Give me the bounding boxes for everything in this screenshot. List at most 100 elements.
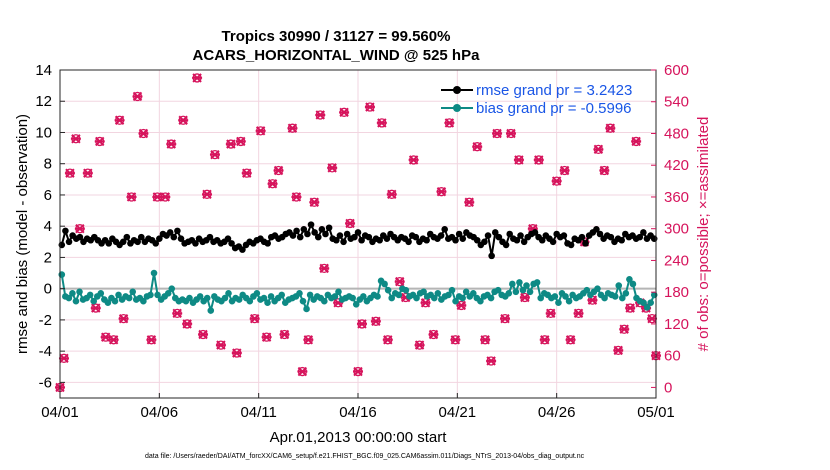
rmse-point [134,238,141,246]
rmse-point [300,226,308,233]
rmse-point [177,235,185,242]
rmse-point [495,233,503,241]
bias-point [434,290,442,297]
obs-assimilated-point [450,335,461,345]
rmse-point [502,241,510,249]
bias-point [104,299,112,307]
obs-assimilated-point [58,353,69,364]
bias-point [306,291,314,299]
obs-assimilated-point [287,123,298,133]
obs-assimilated-point [114,115,125,125]
bias-point [618,294,626,302]
bias-point [164,290,172,297]
bias-point [413,294,420,302]
rmse-point [481,238,488,246]
y-left-tick-label: 6 [44,187,52,204]
y-left-tick-label: -4 [39,343,52,360]
bias-point [487,294,495,302]
y-left-tick-label: 14 [35,62,52,79]
bias-point [299,297,307,305]
rmse-point [383,235,391,242]
obs-assimilated-point [74,224,85,234]
rmse-point [640,229,647,236]
bias-point [388,294,396,302]
bias-point [331,293,339,300]
bias-point [69,290,76,297]
rmse-point [58,241,66,249]
rmse-point [596,230,604,238]
bias-point [260,294,268,302]
bias-point [462,288,470,296]
bias-point [303,305,310,313]
obs-assimilated-point [192,73,203,83]
obs-assimilated-point [414,340,425,350]
obs-assimilated-point [647,313,658,324]
obs-assimilated-point [486,356,497,366]
bias-point [267,293,275,300]
x-tick-label: 05/01 [637,404,675,421]
rmse-point [513,236,521,244]
obs-assimilated-point [178,115,189,125]
bias-point [594,285,601,292]
obs-assimilated-point [631,136,642,147]
bias-point [278,291,286,299]
y-left-tick-label: -6 [39,374,52,391]
bias-point [430,294,438,302]
obs-assimilated-point [386,189,397,200]
obs-assimilated-point [605,123,616,133]
rmse-point [531,229,539,236]
y-right-tick-label: 600 [664,62,689,79]
bias-point [140,297,147,305]
rmse-point [354,229,362,236]
rmse-point [289,232,297,239]
obs-assimilated-point [108,335,119,345]
bias-point [72,297,80,305]
bias-point [555,299,562,307]
obs-assimilated-point [273,165,284,176]
obs-assimilated-point [209,149,220,160]
bias-point [452,297,459,305]
y-left-tick-label: 12 [35,93,52,110]
rmse-point [488,252,495,260]
rmse-point [376,236,383,244]
obs-assimilated-point [319,263,330,274]
y-left-label: rmse and bias (model - observation) [14,114,31,354]
bias-point [115,291,122,299]
rmse-point [228,240,235,247]
rmse-point [405,238,412,246]
obs-assimilated-point [261,332,272,342]
obs-assimilated-point [444,118,455,128]
bias-point [494,286,502,294]
rmse-point [314,233,322,241]
bias-point [565,297,573,305]
rmse-point [264,240,271,247]
obs-assimilated-point [500,313,511,324]
bias-point [221,294,229,302]
bias-point [523,282,530,289]
bias-point [537,294,545,302]
bias-point [469,290,477,297]
bias-point [626,275,633,283]
y-right-tick-label: 360 [664,189,689,206]
rmse-point [491,229,499,236]
bias-point [207,307,215,314]
rmse-point [170,233,178,241]
obs-assimilated-point [146,335,157,345]
rmse-point [62,227,69,235]
obs-assimilated-point [613,345,624,356]
obs-assimilated-point [118,313,129,324]
obs-assimilated-point [303,335,314,345]
bias-point [505,290,513,297]
obs-assimilated-point [249,313,260,324]
obs-assimilated-point [551,176,562,186]
obs-assimilated-point [599,165,610,176]
rmse-point [318,226,326,233]
obs-assimilated-point [235,136,246,147]
rmse-point [560,232,568,239]
obs-assimilated-point [132,91,143,102]
rmse-point [174,227,181,235]
bias-point [509,280,516,288]
x-tick-label: 04/21 [439,404,477,421]
obs-assimilated-point [408,155,419,165]
rmse-point [166,229,174,236]
